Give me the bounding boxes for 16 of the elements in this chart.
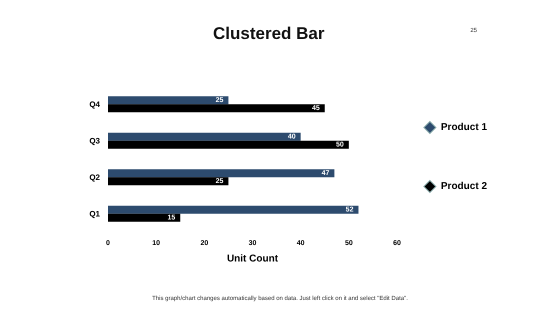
chart-title: Clustered Bar	[213, 24, 325, 43]
y-tick-label: Q4	[89, 100, 101, 109]
bar	[108, 214, 180, 222]
bar	[108, 104, 325, 112]
bar	[108, 96, 228, 104]
bar	[108, 169, 334, 178]
x-axis-title: Unit Count	[226, 254, 279, 264]
y-tick-label: Q2	[89, 172, 101, 182]
bar	[108, 177, 228, 186]
legend-label: Product 1	[440, 122, 488, 133]
bar	[108, 132, 301, 141]
y-tick-label: Q1	[89, 209, 101, 218]
bar	[108, 140, 349, 149]
bar	[108, 206, 358, 214]
y-tick-label: Q3	[89, 136, 101, 146]
legend-label: Product 2	[440, 181, 488, 192]
